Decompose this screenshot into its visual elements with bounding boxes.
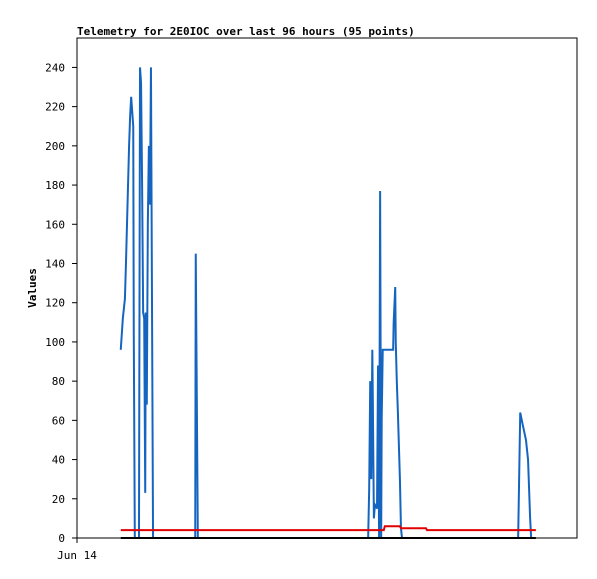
y-tick-label: 140 [45,257,65,270]
y-tick-label: 20 [52,493,65,506]
y-tick-label: 60 [52,414,65,427]
y-tick-label: 240 [45,61,65,74]
y-tick-label: 220 [45,101,65,114]
y-tick-label: 80 [52,375,65,388]
y-tick-label: 120 [45,297,65,310]
y-tick-label: 0 [58,532,65,545]
y-tick-label: 160 [45,218,65,231]
y-tick-label: 100 [45,336,65,349]
series-line [120,525,536,532]
y-tick-label: 180 [45,179,65,192]
y-tick-label: 40 [52,454,65,467]
x-tick-label: Jun 14 [57,549,97,562]
y-axis-label: Values [26,268,39,308]
chart-title: Telemetry for 2E0IOC over last 96 hours … [77,25,415,38]
y-tick-label: 200 [45,140,65,153]
